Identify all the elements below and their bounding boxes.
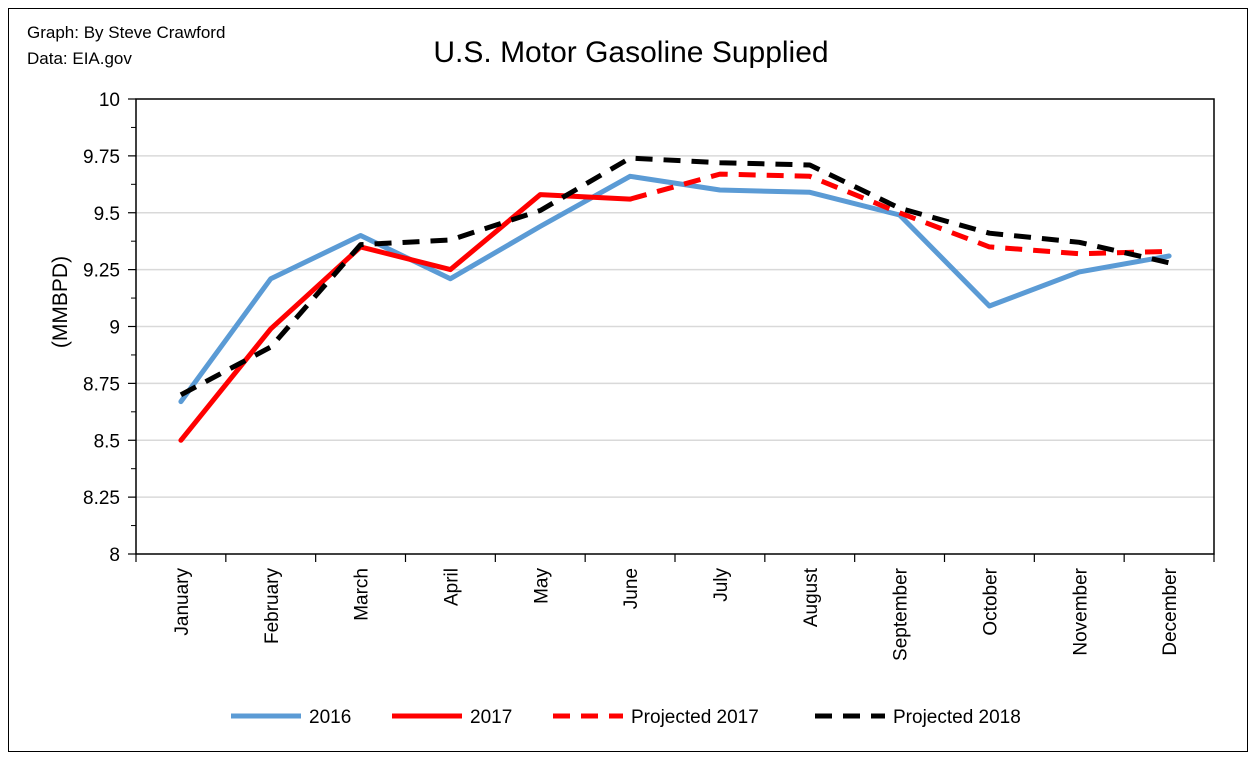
y-tick-label: 9.75 — [83, 147, 120, 168]
y-tick-label: 9 — [109, 318, 120, 339]
chart-title: U.S. Motor Gasoline Supplied — [433, 36, 828, 69]
x-tick-label: June — [621, 568, 642, 609]
y-tick-label: 9.5 — [94, 204, 120, 225]
series-line-projected-2017 — [629, 171, 1170, 257]
legend-label-projected-2018: Projected 2018 — [893, 707, 1021, 728]
legend-label-2017: 2017 — [470, 707, 512, 728]
y-tick-label: 8.25 — [83, 488, 120, 509]
series-lines — [178, 155, 1172, 443]
axes — [128, 98, 1215, 562]
y-tick-labels: 8 8.25 8.5 8.75 9 9.25 9.5 9.75 10 — [83, 90, 120, 566]
x-tick-label: January — [172, 568, 193, 636]
y-tick-label: 9.25 — [83, 261, 120, 282]
x-tick-labels: January February March April May June July Augu… — [172, 567, 1181, 661]
x-tick-label: September — [891, 567, 912, 661]
y-tick-label: 10 — [99, 90, 120, 111]
x-tick-label: December — [1160, 567, 1181, 655]
x-tick-label: April — [441, 568, 462, 606]
y-tick-label: 8.75 — [83, 374, 120, 395]
x-tick-label: February — [262, 568, 283, 645]
series-line-projected-2018 — [179, 155, 1170, 398]
x-tick-label: May — [531, 568, 552, 604]
credit-source: Data: EIA.gov — [27, 49, 132, 68]
x-tick-label: August — [801, 567, 822, 627]
x-tick-label: October — [980, 567, 1001, 635]
chart-frame: Graph: By Steve Crawford Data: EIA.gov U… — [8, 8, 1248, 752]
y-axis-label: (MMBPD) — [49, 256, 72, 348]
credit-author: Graph: By Steve Crawford — [27, 23, 225, 42]
legend-label-projected-2017: Projected 2017 — [631, 707, 759, 728]
line-chart: Graph: By Steve Crawford Data: EIA.gov U… — [27, 23, 1215, 728]
legend-label-2016: 2016 — [309, 707, 351, 728]
x-tick-label: July — [711, 568, 732, 602]
series-line-2017 — [178, 192, 633, 443]
gridlines — [136, 155, 1214, 498]
legend: 2016 2017 Projected 2017 Projected 2018 — [231, 707, 1021, 728]
series-line-2016 — [178, 173, 1172, 405]
y-tick-label: 8 — [109, 545, 120, 566]
x-tick-label: March — [352, 568, 373, 621]
y-tick-label: 8.5 — [94, 431, 120, 452]
x-tick-label: November — [1070, 567, 1091, 655]
